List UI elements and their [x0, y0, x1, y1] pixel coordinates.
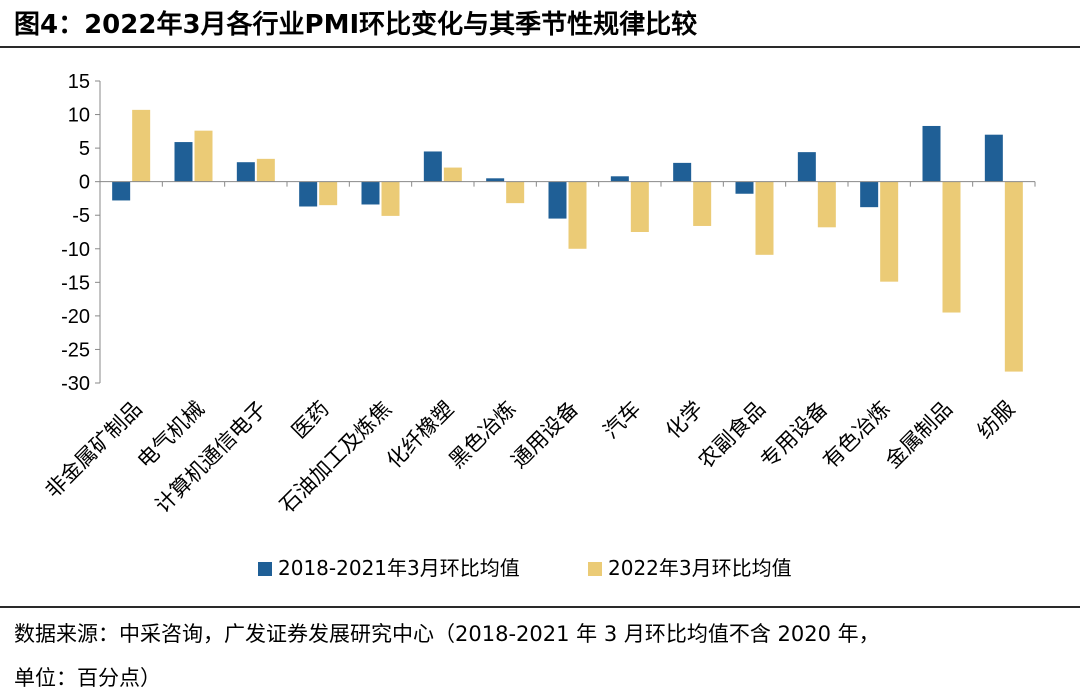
y-tick-label: -5	[72, 205, 90, 227]
bar-avg-2018-2021-11	[797, 152, 816, 182]
legend-swatch	[258, 562, 272, 576]
bar-avg-2018-2021-5	[423, 151, 442, 182]
bar-march-2022-6	[506, 181, 525, 204]
bar-march-2022-9	[693, 181, 712, 226]
bar-avg-2018-2021-10	[735, 181, 754, 194]
bar-march-2022-3	[319, 181, 338, 206]
category-label: 专用设备	[756, 397, 832, 473]
y-tick-label: -30	[61, 373, 90, 395]
category-label: 医药	[287, 397, 334, 444]
y-tick-label: 15	[68, 71, 90, 93]
bar-avg-2018-2021-8	[610, 176, 629, 182]
bar-march-2022-8	[630, 181, 649, 232]
bar-avg-2018-2021-3	[299, 181, 318, 207]
y-tick-label: -25	[61, 339, 90, 361]
category-label: 纺服	[973, 397, 1020, 444]
legend-label: 2018-2021年3月环比均值	[278, 556, 520, 580]
bar-avg-2018-2021-1	[174, 142, 193, 182]
y-tick-label: -20	[61, 306, 90, 328]
category-label: 计算机通信电子	[150, 397, 271, 518]
category-label: 农副食品	[694, 397, 770, 473]
title-divider	[0, 46, 1080, 48]
category-label: 金属制品	[881, 397, 957, 473]
bar-march-2022-7	[568, 181, 587, 249]
bar-avg-2018-2021-2	[236, 162, 255, 182]
category-label: 石油加工及炼焦	[275, 397, 396, 518]
y-tick-label: -10	[61, 239, 90, 261]
category-label: 化学	[661, 397, 708, 444]
category-label: 汽车	[599, 397, 646, 444]
category-label: 黑色冶炼	[444, 397, 520, 473]
bar-march-2022-13	[942, 181, 961, 313]
source-divider	[0, 606, 1080, 608]
y-tick-label: 0	[79, 172, 90, 194]
bar-avg-2018-2021-4	[361, 181, 380, 205]
bar-avg-2018-2021-6	[486, 178, 505, 182]
bar-chart: 151050-5-10-15-20-25-30非金属矿制品电气机械计算机通信电子…	[41, 71, 1036, 580]
bar-march-2022-0	[132, 109, 151, 182]
bar-march-2022-12	[880, 181, 899, 282]
bar-march-2022-1	[194, 130, 213, 182]
bar-avg-2018-2021-13	[922, 125, 941, 182]
legend-label: 2022年3月环比均值	[608, 556, 792, 580]
chart-title: 图4：2022年3月各行业PMI环比变化与其季节性规律比较	[14, 10, 698, 40]
legend-swatch	[588, 562, 602, 576]
category-label: 通用设备	[507, 397, 583, 473]
source-note-unit: 单位：百分点）	[14, 666, 161, 690]
category-label: 有色冶炼	[818, 397, 894, 473]
bar-march-2022-5	[443, 167, 462, 182]
bar-march-2022-11	[817, 181, 836, 228]
bar-march-2022-2	[256, 158, 275, 182]
category-label: 化纤橡塑	[382, 397, 458, 473]
y-tick-label: -15	[61, 272, 90, 294]
bar-march-2022-14	[1004, 181, 1023, 372]
bar-avg-2018-2021-0	[112, 181, 131, 201]
bar-march-2022-4	[381, 181, 400, 216]
category-label: 非金属矿制品	[41, 397, 147, 503]
bar-avg-2018-2021-12	[860, 181, 879, 208]
y-tick-label: 5	[79, 138, 90, 160]
y-tick-label: 10	[68, 105, 90, 127]
bar-march-2022-10	[755, 181, 774, 255]
bar-avg-2018-2021-9	[673, 162, 692, 182]
source-note: 数据来源：中采咨询，广发证券发展研究中心（2018-2021 年 3 月环比均值…	[14, 622, 880, 646]
bar-avg-2018-2021-14	[984, 134, 1003, 182]
bar-avg-2018-2021-7	[548, 181, 567, 219]
